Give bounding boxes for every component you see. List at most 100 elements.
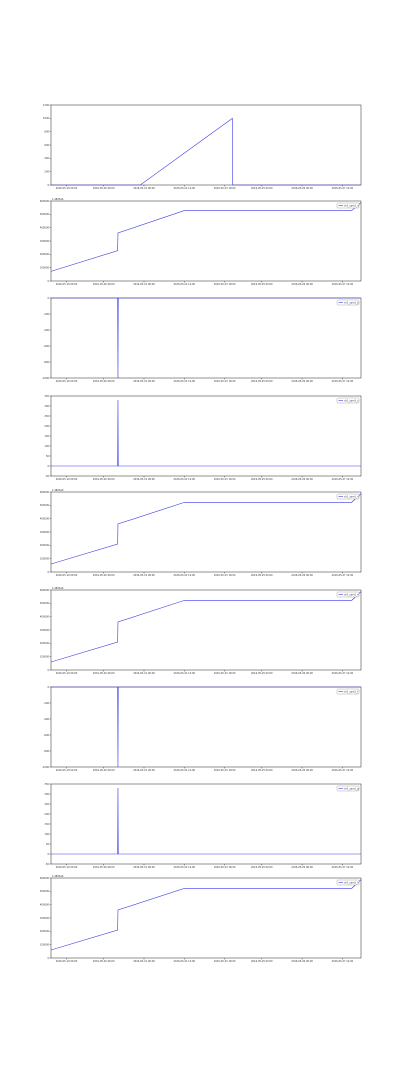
legend-label: ch1_sym1_a (344, 204, 359, 207)
x-tick-label: 2016-05-22 12:00 (174, 769, 196, 772)
x-tick-label: 2016-05-21 06:00 (133, 960, 155, 963)
series-line (50, 591, 362, 663)
y-tick-label: 200 (44, 813, 49, 816)
y-tick-label: 50 (46, 455, 50, 458)
series-line (51, 399, 361, 467)
x-tick-label: 2016-05-23 18:00 (214, 769, 236, 772)
y-tick-label: 100000 (40, 557, 50, 560)
x-tick-label: 2016-05-21 06:00 (133, 478, 155, 481)
legend-label: ch1_sym1_d (344, 495, 359, 498)
y-tick-label: 1200 (43, 104, 50, 107)
x-tick-label: 2016-05-23 18:00 (214, 574, 236, 577)
y-tick-label: 0 (47, 297, 49, 300)
x-tick-label: 2016-05-19 00:00 (56, 574, 78, 577)
y-tick-label: 0 (47, 465, 49, 468)
x-tick-label: 2016-05-25 00:00 (251, 187, 273, 190)
y-tick-label: 200000 (40, 253, 50, 256)
y-tick-label: -200 (44, 702, 50, 705)
y-tick-label: 250 (44, 415, 49, 418)
x-tick-label: 2016-05-19 00:00 (56, 769, 78, 772)
chart-9: 0 100000 200000 300000 400000 500000 600000 201… (40, 875, 362, 963)
axis-offset-label: 1.4805e9 (52, 587, 64, 590)
y-tick-label: 400000 (40, 615, 50, 618)
legend: ch1_sym1_e (336, 591, 360, 598)
chart-6: 0 100000 200000 300000 400000 500000 600000 201… (40, 587, 362, 675)
legend-label: ch1_sym1_e (344, 593, 359, 596)
x-tick-label: 2016-05-21 06:00 (133, 283, 155, 286)
x-tick-label: 2016-05-27 12:00 (332, 187, 354, 190)
y-tick-label: -600 (44, 345, 50, 348)
legend-box (336, 785, 360, 792)
x-tick-label: 2016-05-21 06:00 (133, 866, 155, 869)
plot-frame (50, 104, 362, 186)
y-tick-label: 200 (44, 425, 49, 428)
x-tick-label: 2016-05-20 06:00 (93, 283, 115, 286)
x-tick-label: 2016-05-25 00:00 (251, 380, 273, 383)
x-tick-label: 2016-05-27 12:00 (332, 866, 354, 869)
x-tick-label: 2016-05-26 06:00 (291, 769, 313, 772)
chart-5: 0 100000 200000 300000 400000 500000 600000 201… (40, 489, 362, 577)
y-tick-label: -400 (44, 329, 50, 332)
y-tick-label: 1000 (43, 117, 50, 120)
legend: ch1_sym1_b (336, 299, 359, 306)
x-tick-label: 2016-05-26 06:00 (291, 187, 313, 190)
x-tick-label: 2016-05-21 06:00 (133, 574, 155, 577)
x-tick-label: 2016-05-25 00:00 (251, 672, 273, 675)
y-tick-label: 100000 (40, 655, 50, 658)
legend-box (336, 591, 360, 598)
y-tick-label: 350 (44, 395, 49, 398)
x-tick-label: 2016-05-25 00:00 (251, 574, 273, 577)
legend-box (336, 202, 360, 209)
chart-7: -1000 -800 -600 -400 -200 0 2016-05-19 00:00 20… (42, 686, 362, 772)
legend-box (336, 688, 360, 695)
x-tick-label: 2016-05-20 06:00 (93, 960, 115, 963)
y-tick-label: 500000 (40, 602, 50, 605)
chart-8: -50 0 50 100 150 200 250 300 350 2016-05-19 00:00… (44, 783, 362, 869)
y-tick-label: 100 (44, 445, 49, 448)
axis-offset-label: 1.4805e9 (52, 198, 64, 201)
y-tick-label: 300000 (40, 629, 50, 632)
series-line (50, 202, 362, 272)
x-tick-label: 2016-05-22 12:00 (174, 380, 196, 383)
y-tick-label: 0 (47, 686, 49, 689)
x-tick-label: 2016-05-22 12:00 (174, 478, 196, 481)
y-tick-label: 200000 (40, 930, 50, 933)
x-tick-label: 2016-05-23 18:00 (214, 478, 236, 481)
y-tick-label: 400000 (40, 226, 50, 229)
y-tick-label: 600000 (40, 491, 50, 494)
y-tick-label: 0 (47, 853, 49, 856)
chart-4: -50 0 50 100 150 200 250 300 350 2016-05-19 00:00… (44, 395, 362, 481)
y-tick-label: 250 (44, 803, 49, 806)
x-tick-label: 2016-05-23 18:00 (214, 187, 236, 190)
x-tick-label: 2016-05-19 00:00 (56, 283, 78, 286)
plot-frame (50, 491, 362, 573)
x-tick-label: 2016-05-20 06:00 (93, 380, 115, 383)
x-tick-label: 2016-05-20 06:00 (93, 672, 115, 675)
x-tick-label: 2016-05-22 12:00 (174, 960, 196, 963)
chart-1: 0 200 400 600 800 1000 1200 2016-05-19 00:00 201… (43, 104, 362, 190)
y-tick-label: -1000 (42, 766, 49, 769)
y-tick-label: 100000 (40, 943, 50, 946)
x-tick-label: 2016-05-19 00:00 (56, 960, 78, 963)
y-tick-label: 400000 (40, 903, 50, 906)
x-tick-label: 2016-05-26 06:00 (291, 960, 313, 963)
x-tick-label: 2016-05-22 12:00 (174, 866, 196, 869)
y-tick-label: -50 (45, 863, 49, 866)
x-tick-label: 2016-05-25 00:00 (251, 769, 273, 772)
x-tick-label: 2016-05-22 12:00 (174, 283, 196, 286)
y-tick-label: 300 (44, 405, 49, 408)
y-tick-label: 600000 (40, 877, 50, 880)
series-line (50, 493, 362, 565)
y-tick-label: 200000 (40, 544, 50, 547)
x-tick-label: 2016-05-26 06:00 (291, 283, 313, 286)
series-line (50, 879, 362, 951)
x-tick-label: 2016-05-20 06:00 (93, 866, 115, 869)
x-tick-label: 2016-05-25 00:00 (251, 478, 273, 481)
plot-frame (50, 589, 362, 671)
x-tick-label: 2016-05-19 00:00 (56, 380, 78, 383)
legend-label: ch1_sym1_f (344, 690, 358, 693)
y-tick-label: 500000 (40, 890, 50, 893)
legend-label: ch1_sym1_h (344, 881, 359, 884)
x-tick-label: 2016-05-20 06:00 (93, 769, 115, 772)
